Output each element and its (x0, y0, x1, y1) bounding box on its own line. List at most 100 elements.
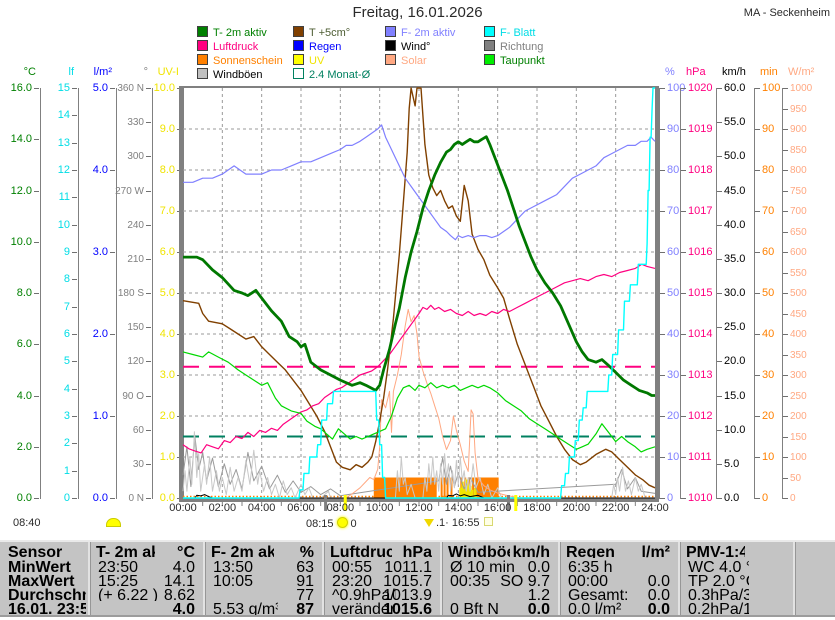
axis-tick (755, 211, 760, 212)
sunrise-suffix: 0 (350, 518, 357, 530)
axis-tick-label: 60 (667, 246, 680, 258)
table-cell-value: 0.0 (647, 587, 670, 601)
sunrise-marker: 08:15 0 (306, 517, 357, 530)
axis-tick (146, 88, 151, 89)
axis-tick-label: 2.0 (92, 328, 108, 340)
axis-tick-label: 70 (762, 205, 775, 217)
axis-unit: hPa (686, 66, 706, 78)
axis-tick (660, 293, 665, 294)
axis-tick-label: 1000 (790, 83, 813, 94)
axis-tick (783, 334, 788, 335)
axis-unit: km/h (722, 66, 746, 78)
table-cell-info: (+ 6.22 ) (98, 587, 159, 601)
table-cell-info: 0.3hPa/3h (688, 587, 749, 601)
event-tick (514, 495, 518, 511)
axis-tick (34, 241, 39, 243)
axis-tick-label: 950 (790, 103, 807, 115)
legend-item: Wind° (385, 40, 430, 53)
axis-rail (152, 88, 153, 499)
axis-tick (660, 334, 665, 335)
table-cell-info: veränderlich (332, 601, 396, 615)
axis-tick-label: 700 (790, 206, 807, 217)
axis-tick-label: 120 (127, 356, 144, 368)
axis-tick-label: 450 (790, 308, 807, 320)
axis-tick (783, 88, 788, 89)
axis-tick (717, 498, 722, 499)
sunset-time: 16:55 (451, 517, 480, 529)
uv-bar (463, 485, 466, 498)
axis-tick (146, 258, 151, 260)
axis-tick (146, 190, 151, 192)
legend-swatch (484, 40, 495, 51)
table-separator (440, 542, 443, 615)
axis-tick (755, 293, 760, 294)
sunshine-stick (440, 477, 443, 498)
table-cell-info: 0.2hPa/1h (688, 601, 749, 615)
axis-tick-label: 7 (63, 300, 70, 313)
axis-tick-label: 250 (790, 390, 807, 402)
table-col-unit: % (299, 544, 314, 558)
axis-tick (717, 190, 722, 192)
axis-tick (110, 498, 115, 499)
axis-tick (72, 306, 77, 308)
table-cell-info: 10:05 (213, 573, 254, 587)
axis-tick (717, 463, 722, 465)
table-cell-info: WC 4.0 °C (688, 559, 749, 573)
axis-tick-label: 1 (63, 464, 70, 477)
table-cell-info: Gesamt: (568, 587, 629, 601)
axis-tick (72, 416, 77, 417)
axis-tick-label: 14.0 (10, 133, 32, 146)
table-cell-value: 4.0 (172, 601, 195, 615)
axis-tick-label: 20 (667, 410, 680, 422)
axis-tick-label: 100 (762, 82, 781, 94)
axis-tick-label: 6.0 (16, 338, 32, 351)
table-cell-info: 0.0 l/m² (568, 601, 622, 615)
x-axis-label: 02:00 (208, 502, 237, 514)
plot-frame (179, 86, 659, 511)
axis-tick-label: 1014 (688, 328, 713, 340)
series-leaf (183, 87, 655, 499)
axis-tick-label: 240 (127, 219, 144, 231)
axis-tick (72, 115, 77, 117)
axis-tick (783, 457, 788, 458)
table-cell-info: 23:20 (332, 573, 373, 587)
axis-tick (681, 252, 686, 253)
axis-tick (783, 477, 788, 479)
axis-tick (72, 88, 77, 89)
uv-bar (471, 489, 474, 498)
axis-tick-label: 35.0 (724, 252, 746, 265)
axis-tick (72, 334, 77, 335)
axis-tick (717, 327, 722, 329)
legend-swatch (385, 54, 396, 65)
axis-tick (72, 197, 77, 199)
table-cell-value: 8.62 (163, 587, 195, 601)
axis-tick (717, 293, 722, 294)
legend-item: T- 2m aktiv (197, 26, 267, 39)
uv-bar (461, 481, 464, 498)
legend-swatch (293, 26, 304, 37)
axis-tick (681, 375, 686, 376)
axis-tick (660, 498, 665, 499)
axis-tick-label: 2.0 (16, 440, 32, 453)
axis-tick-label: 25.0 (724, 321, 746, 334)
table-separator (88, 542, 91, 615)
axis-tick-label: 1010 (688, 492, 713, 504)
legend-item: Regen (293, 40, 341, 53)
series-t5cm (182, 87, 656, 489)
table-cell-info: 5.53 g/m³ (213, 601, 278, 615)
axis-tick-label: 150 (127, 322, 144, 334)
sunshine-stick (446, 477, 449, 498)
axis-tick (34, 395, 39, 397)
axis-tick (110, 88, 115, 89)
axis-tick-label: 30.0 (724, 287, 746, 299)
axis-tick (146, 156, 151, 158)
axis-tick-label: 10.0 (724, 423, 746, 436)
axis-tick-label: 20.0 (724, 355, 746, 368)
axis-tick-label: 40 (667, 328, 680, 340)
axis-tick-label: 330 (127, 117, 144, 129)
axis-tick-label: 210 (127, 253, 144, 265)
axis-unit: min (760, 66, 778, 78)
axis-rail (40, 88, 41, 499)
legend-swatch (484, 26, 495, 37)
